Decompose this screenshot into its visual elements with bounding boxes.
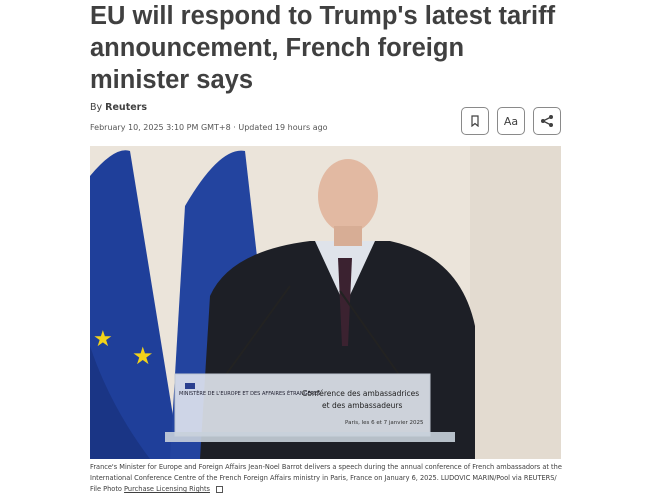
external-link-icon[interactable] [216,485,224,493]
publish-date: February 10, 2025 3:10 PM GMT+8 · Update… [90,123,328,132]
byline-prefix: By [90,102,103,113]
byline: By Reuters [90,102,147,113]
author-link[interactable]: Reuters [105,102,148,113]
article-photo: ★ ★ MINISTÈRE DE L'EUROPE ET DES AFFAIRE… [90,146,561,459]
photo-caption: France's Minister for Europe and Foreign… [90,462,565,495]
lectern-logo-text: MINISTÈRE DE L'EUROPE ET DES AFFAIRES ÉT… [179,389,320,397]
svg-text:★: ★ [132,342,154,370]
speaker-head [318,159,378,233]
photo-scene: ★ ★ MINISTÈRE DE L'EUROPE ET DES AFFAIRE… [90,146,561,459]
bookmark-button[interactable] [461,107,489,135]
lectern [174,373,431,437]
svg-text:★: ★ [93,327,113,352]
licensing-link[interactable]: Purchase Licensing Rights [124,485,210,493]
text-size-button[interactable]: Aa [497,107,525,135]
article-title: EU will respond to Trump's latest tariff… [90,2,556,94]
caption-text: France's Minister for Europe and Foreign… [90,463,562,493]
bookmark-icon [471,115,479,127]
share-button[interactable] [533,107,561,135]
lectern-dates: Paris, les 6 et 7 janvier 2025 [345,420,424,426]
lectern-title: Conférence des ambassadrices [302,389,419,398]
svg-text:et des ambassadeurs: et des ambassadeurs [322,401,402,410]
text-size-label: Aa [503,114,519,128]
share-icon [541,115,553,127]
eu-flag-left [90,150,180,459]
